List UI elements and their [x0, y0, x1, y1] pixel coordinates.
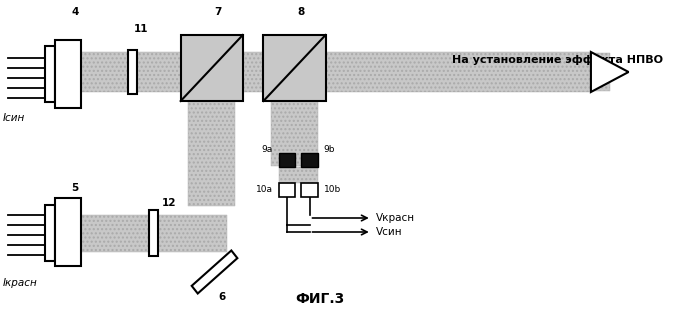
Text: 8: 8	[298, 7, 305, 17]
Bar	[180, 35, 243, 101]
Text: Vкрасн: Vкрасн	[375, 213, 415, 223]
Bar	[271, 101, 318, 166]
Text: 11: 11	[134, 24, 148, 34]
Bar	[149, 210, 158, 256]
Bar	[55, 40, 81, 108]
Text: 4: 4	[71, 7, 79, 17]
Bar	[52, 52, 591, 92]
Bar	[81, 215, 226, 252]
Text: 5: 5	[72, 183, 79, 193]
Bar	[301, 183, 318, 197]
Bar	[278, 167, 318, 183]
Text: 6: 6	[219, 292, 226, 302]
Text: Vсин: Vсин	[375, 227, 402, 237]
Bar	[278, 183, 296, 197]
Bar	[188, 101, 236, 206]
Bar	[591, 53, 610, 91]
Text: 12: 12	[162, 198, 177, 208]
Polygon shape	[591, 52, 628, 92]
Text: ФИГ.3: ФИГ.3	[295, 292, 345, 306]
Text: Iсин: Iсин	[3, 113, 25, 123]
Text: 9b: 9b	[324, 145, 336, 154]
Bar	[301, 153, 318, 167]
Bar	[45, 46, 55, 102]
Text: На установление эффекта НПВО: На установление эффекта НПВО	[452, 55, 663, 65]
Bar	[128, 50, 138, 94]
Bar	[45, 205, 55, 261]
Bar	[278, 153, 296, 167]
Text: 7: 7	[215, 7, 222, 17]
Polygon shape	[192, 251, 238, 294]
Text: 10a: 10a	[256, 186, 273, 194]
Text: Iкрасн: Iкрасн	[3, 278, 38, 288]
Text: 10b: 10b	[324, 186, 341, 194]
Bar	[55, 198, 81, 266]
Bar	[264, 35, 326, 101]
Text: 9a: 9a	[261, 145, 273, 154]
